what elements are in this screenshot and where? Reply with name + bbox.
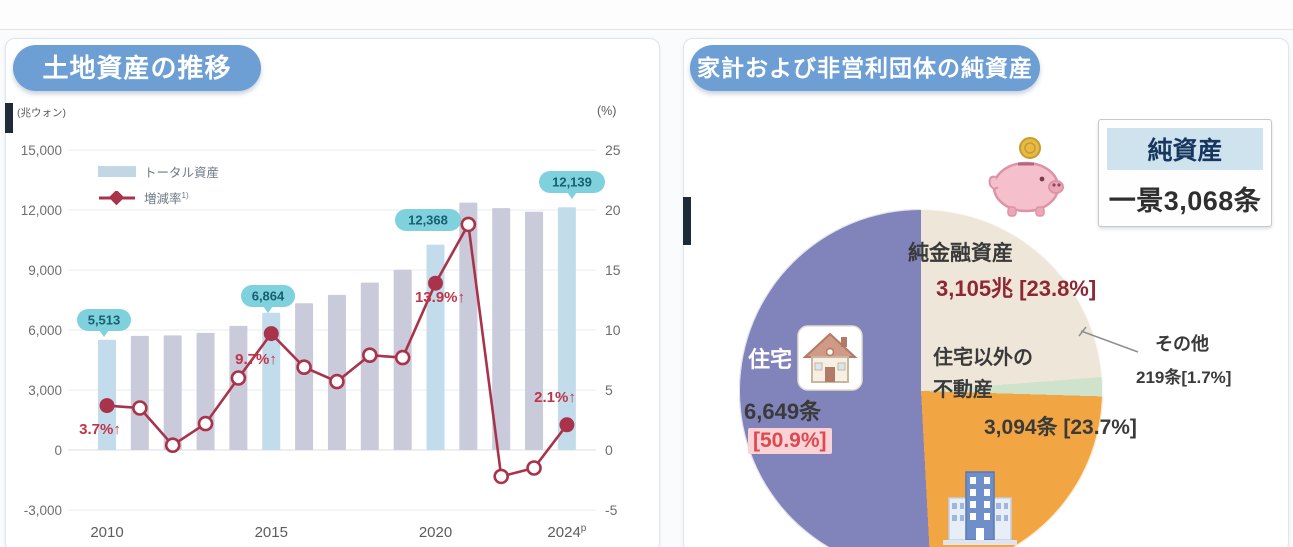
right-axis-tick: 10: [605, 322, 621, 338]
housing-label: 住宅: [748, 347, 793, 372]
land-assets-card: 土地資産の推移: [5, 38, 660, 547]
bar-2024: [557, 207, 576, 450]
x-axis-tick: 2010: [90, 524, 123, 541]
net-assets-card: 家計および非営利団体の純資産 純資産 一景3,068条 純金融資産 3,105兆…: [683, 38, 1289, 547]
right-axis-unit-label: (%): [597, 104, 617, 118]
legend-item-line: 増減率1): [98, 188, 219, 207]
rate-marker-2018: [361, 347, 378, 363]
rate-marker-2012: [164, 437, 181, 454]
land-assets-combo-chart: 15,00012,0009,0006,0003,0000-3,000252015…: [21, 142, 621, 541]
net-assets-total-box: 純資産 一景3,068条: [1098, 119, 1272, 227]
other-value: 219条[1.7%]: [1136, 368, 1232, 387]
chart-legend: トータル資産 増減率1): [98, 162, 219, 214]
other-slice-leader-line: [1078, 326, 1139, 353]
housing-value: 6,649条: [744, 399, 822, 424]
rate-marker-2021: [460, 216, 477, 233]
svg-text:5,513: 5,513: [88, 313, 121, 328]
rate-marker-2011: [132, 400, 148, 416]
left-axis-tick: 12,000: [21, 203, 62, 218]
card-fold-accent: [683, 197, 691, 245]
right-axis-tick: -5: [605, 502, 618, 518]
financial-assets-value: 3,105兆 [23.8%]: [936, 276, 1097, 301]
rate-label-2024: 2.1%↑: [534, 389, 576, 406]
left-axis-tick: -3,000: [24, 503, 62, 518]
right-axis-tick: 0: [605, 442, 613, 458]
bar-2021: [459, 202, 478, 450]
rate-marker-2014: [230, 370, 247, 386]
bar-2012: [163, 335, 182, 450]
building-icon: [943, 471, 1017, 545]
right-axis-tick: 20: [605, 202, 621, 218]
bar-2018: [360, 282, 379, 450]
x-axis-tick: 2024p: [547, 523, 586, 541]
bar-2023: [525, 211, 544, 450]
rate-marker-2015: [263, 326, 279, 342]
bar-2010: [98, 339, 116, 450]
net-assets-box-header: 純資産: [1107, 128, 1263, 170]
bar-2017: [327, 294, 346, 450]
piggy-bank-icon: [988, 137, 1064, 217]
left-axis-tick: 15,000: [21, 143, 62, 158]
left-axis-tick: 3,000: [28, 383, 62, 398]
right-axis-tick: 5: [605, 382, 613, 398]
callout-2010: 5,513: [77, 309, 131, 337]
legend-line-label: 増減率1): [144, 190, 189, 206]
rate-marker-2023: [526, 460, 542, 476]
non-housing-real-estate-value: 3,094条 [23.7%]: [984, 416, 1137, 439]
rate-label-2015: 9.7%↑: [235, 351, 277, 368]
svg-text:6,864: 6,864: [252, 289, 285, 304]
bar-2016: [295, 303, 314, 450]
right-axis-tick: 25: [605, 142, 621, 158]
non-housing-real-estate-label: 住宅以外の 不動産: [933, 347, 1033, 401]
left-axis-tick: 9,000: [28, 263, 62, 278]
rate-label-2020: 13.9%↑: [415, 289, 465, 306]
housing-percent-badge: [50.9%]: [748, 428, 832, 454]
legend-item-bar: トータル資産: [98, 162, 219, 181]
house-icon: [797, 325, 863, 391]
left-axis-tick: 0: [54, 443, 62, 458]
rate-label-2010: 3.7%↑: [79, 421, 121, 438]
callout-2021: 12,368: [395, 209, 461, 231]
bar-2013: [196, 332, 215, 450]
rate-marker-2024: [559, 417, 575, 433]
card-fold-accent: [5, 103, 13, 133]
rate-marker-2016: [296, 359, 312, 376]
rate-marker-2010: [99, 398, 115, 414]
bar-2022: [492, 208, 511, 450]
callout-2024: 12,139: [539, 171, 605, 199]
svg-text:12,368: 12,368: [408, 213, 448, 228]
top-header-band: [0, 0, 1293, 30]
rate-marker-2019: [394, 349, 411, 366]
x-axis-tick: 2015: [255, 524, 288, 541]
bar-2020: [426, 244, 445, 450]
net-assets-title: 家計および非営利団体の純資産: [690, 45, 1040, 91]
rate-marker-2022: [493, 468, 510, 485]
rate-marker-2017: [329, 373, 345, 390]
bar-2015: [262, 312, 281, 450]
legend-bar-label: トータル資産: [144, 166, 220, 180]
svg-text:12,139: 12,139: [552, 175, 592, 190]
right-axis-tick: 15: [605, 262, 621, 278]
other-label: その他: [1155, 334, 1209, 354]
bar-2011: [130, 335, 149, 450]
bar-2014: [229, 325, 248, 450]
left-axis-unit-label: (兆ウォン): [17, 107, 66, 119]
x-axis-tick: 2020: [419, 524, 452, 541]
rate-marker-2013: [197, 415, 214, 432]
financial-assets-label: 純金融資産: [908, 242, 1013, 265]
callout-2015: 6,864: [241, 285, 295, 313]
land-assets-title: 土地資産の推移: [13, 45, 261, 91]
rate-marker-2020: [428, 275, 443, 291]
bar-swatch-icon: [98, 166, 136, 177]
net-assets-box-value: 一景3,068条: [1108, 186, 1262, 216]
line-swatch-icon: [99, 190, 135, 205]
left-axis-tick: 6,000: [28, 323, 62, 338]
